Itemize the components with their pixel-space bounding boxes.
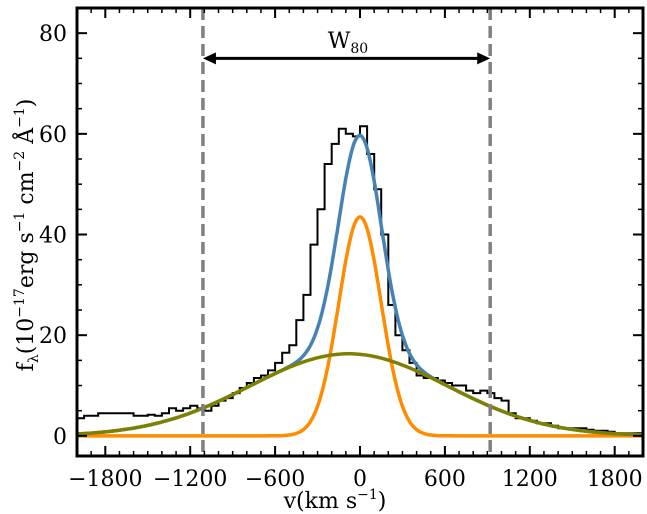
- x-tick-label: 0: [353, 467, 367, 492]
- x-tick-label: −1200: [153, 467, 227, 492]
- w80-arrow-head-left: [202, 52, 216, 65]
- x-tick-label: 1800: [587, 467, 643, 492]
- w80-arrow-head-right: [477, 52, 491, 65]
- w80-label: W80: [328, 29, 368, 57]
- x-tick-label: −1800: [68, 467, 142, 492]
- y-axis-label-rest2: cm: [14, 171, 39, 211]
- y-tick-label: 40: [39, 224, 67, 249]
- y-axis-label-mid: (10: [14, 318, 39, 355]
- y-axis-label-sup: −17: [12, 288, 28, 318]
- y-tick-label: 60: [39, 123, 67, 148]
- y-axis-label: fλ(10−17erg s−1 cm−2 Å−1): [11, 99, 42, 372]
- x-tick-label: 600: [424, 467, 466, 492]
- x-axis-label: v(km s−1): [283, 487, 387, 514]
- y-axis-label-tail: ): [14, 99, 39, 108]
- y-axis-label-main: f: [14, 361, 39, 371]
- w80-label-main: W: [328, 29, 351, 54]
- y-axis-label-sup4: −1: [12, 107, 28, 128]
- plot-frame: [75, 6, 645, 458]
- y-axis-label-rest: erg s: [14, 232, 39, 288]
- y-tick-label: 0: [53, 425, 67, 450]
- y-axis-label-sub: λ: [26, 354, 42, 363]
- axes: −1800 −1200 −600 0 600 1200 1800 0 20 40 60 80: [39, 6, 645, 492]
- w80-label-sub: 80: [350, 41, 368, 57]
- y-tick-label: 80: [39, 22, 67, 47]
- x-tick-label: −600: [245, 467, 305, 492]
- total-fit-line: [77, 133, 643, 437]
- plot-area: [77, 8, 643, 456]
- narrow-component-line: [77, 215, 643, 438]
- broad-component-line: [77, 352, 643, 437]
- x-axis-label-main: v(km s: [283, 489, 358, 514]
- y-axis-label-sup3: −2: [12, 151, 28, 172]
- y-axis-label-sup2: −1: [12, 212, 28, 233]
- x-axis-label-tail: ): [378, 489, 387, 514]
- y-tick-label: 20: [39, 324, 67, 349]
- series-group: [77, 8, 643, 456]
- spectrum-step-line: [77, 125, 643, 435]
- x-axis-label-sup: −1: [357, 487, 378, 503]
- y-axis-label-rest3: Å: [11, 127, 39, 151]
- x-tick-label: 1200: [502, 467, 558, 492]
